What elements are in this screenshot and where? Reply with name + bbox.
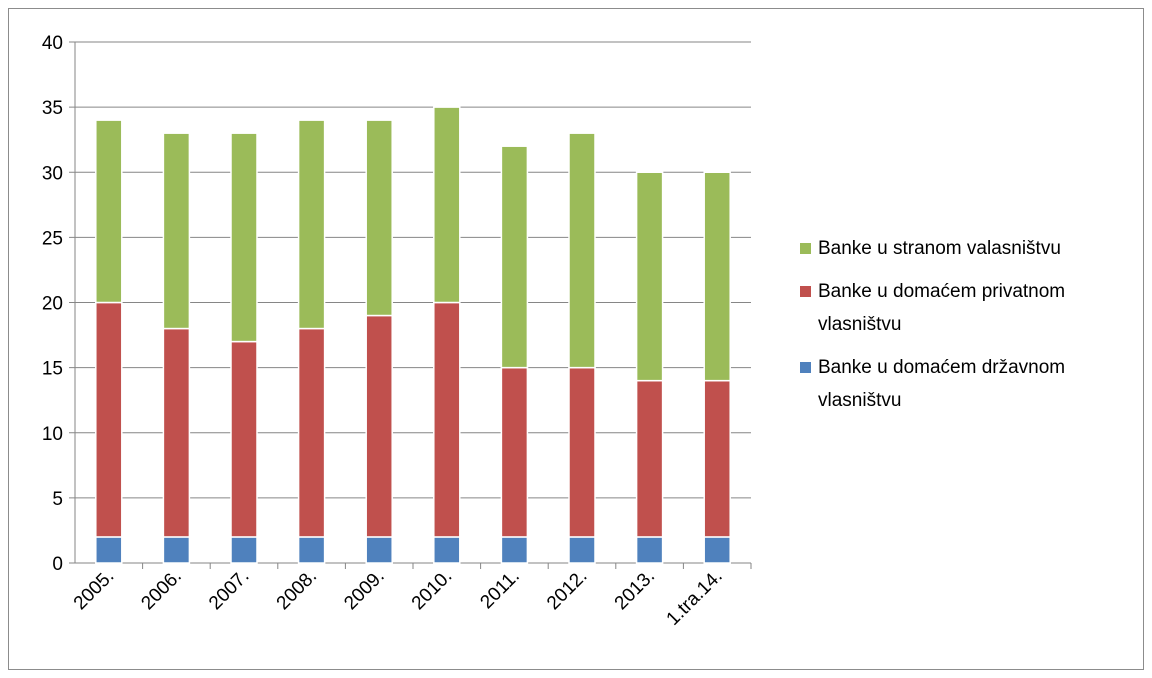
bar-segment-domestic-state [162, 536, 191, 564]
bar-segment-foreign [230, 132, 258, 343]
bar-segment-domestic-state [433, 536, 461, 564]
bar-segment-domestic-state [95, 536, 123, 564]
bar-segment-domestic-private [433, 301, 461, 538]
bar-segment-domestic-private [95, 301, 123, 538]
bar-segment-foreign [703, 171, 731, 382]
y-tick-label: 35 [42, 98, 63, 119]
bar-segment-foreign [500, 145, 529, 369]
bar-segment-foreign [568, 132, 596, 369]
y-tick-label: 5 [52, 489, 63, 510]
bar-segment-foreign [635, 171, 664, 382]
bar-segment-foreign [365, 119, 393, 317]
x-tick-label: 2013. [611, 566, 659, 614]
legend-label-domestic-state: Banke u domaćem državnom vlasništvu [818, 357, 1066, 411]
bar-segment-foreign [162, 132, 191, 330]
bar-segment-domestic-private [230, 340, 258, 538]
legend-item-domestic-state: Banke u domaćem državnom vlasništvu [800, 351, 1140, 417]
legend-swatch-domestic-private [800, 286, 811, 297]
legend-item-domestic-private: Banke u domaćem privatnom vlasništvu [800, 275, 1140, 341]
x-tick-label: 2009. [340, 566, 388, 614]
y-tick-label: 10 [42, 424, 63, 445]
bar-segment-domestic-state [230, 536, 258, 564]
x-tick-label: 2005. [70, 566, 118, 614]
bar-segment-domestic-private [297, 327, 326, 538]
legend: Banke u stranom valasništvu Banke u doma… [800, 232, 1140, 427]
legend-label-domestic-private: Banke u domaćem privatnom vlasništvu [818, 281, 1066, 335]
bar-segment-domestic-private [500, 366, 529, 538]
legend-label-foreign: Banke u stranom valasništvu [818, 238, 1061, 259]
bar-segment-foreign [297, 119, 326, 330]
bar-segment-domestic-state [297, 536, 326, 564]
bar-segment-domestic-state [703, 536, 731, 564]
bar-segment-domestic-private [703, 379, 731, 538]
y-tick-label: 40 [42, 33, 63, 54]
legend-swatch-domestic-state [800, 362, 811, 373]
y-tick-label: 0 [52, 554, 63, 575]
bar-segment-domestic-private [568, 366, 596, 538]
y-tick-label: 25 [42, 228, 63, 249]
x-tick-label: 1.tra.14. [663, 566, 727, 630]
x-tick-label: 2007. [205, 566, 253, 614]
x-tick-label: 2012. [543, 566, 591, 614]
y-tick-label: 15 [42, 359, 63, 380]
x-tick-label: 2006. [137, 566, 185, 614]
bar-segment-domestic-state [568, 536, 596, 564]
x-tick-label: 2010. [408, 566, 456, 614]
bar-segment-domestic-private [365, 314, 393, 538]
bar-segment-domestic-state [500, 536, 529, 564]
legend-swatch-foreign [800, 243, 811, 254]
bar-segment-domestic-private [162, 327, 191, 538]
bar-segment-foreign [95, 119, 123, 304]
y-tick-label: 20 [42, 294, 63, 315]
bar-segment-domestic-private [635, 379, 664, 538]
bar-segment-domestic-state [365, 536, 393, 564]
bar-segment-foreign [433, 106, 461, 304]
legend-item-foreign: Banke u stranom valasništvu [800, 232, 1140, 265]
y-tick-label: 30 [42, 163, 63, 184]
bar-segment-domestic-state [635, 536, 664, 564]
x-tick-label: 2008. [273, 566, 321, 614]
x-tick-label: 2011. [476, 566, 523, 613]
